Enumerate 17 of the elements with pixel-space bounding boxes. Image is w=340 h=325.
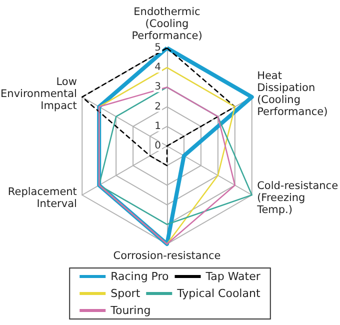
spoke-label: Endothermic (Cooling Performance) — [132, 6, 202, 42]
y-tick-label: 5 — [154, 42, 161, 54]
y-tick-label: 4 — [154, 62, 161, 74]
y-tick-label: 2 — [154, 101, 161, 112]
legend-label: Racing Pro — [110, 270, 170, 283]
legend-label: Sport — [110, 287, 141, 300]
spoke-label: Cold-resistance (Freezing Temp.) — [256, 180, 338, 216]
legend-label: Tap Water — [204, 270, 261, 283]
y-tick-label: 1 — [154, 120, 161, 132]
spoke-label: Low Environmental Impact — [0, 76, 78, 112]
y-tick-label: 3 — [154, 82, 161, 93]
spoke-label: Heat Dissipation (Cooling Performance) — [257, 70, 328, 118]
legend-label: Touring — [110, 304, 151, 317]
y-tick-label: 0 — [154, 140, 161, 152]
spoke-label: Corrosion-resistance — [113, 250, 221, 262]
legend-label: Typical Coolant — [176, 287, 261, 300]
spoke-label: Replacement Interval — [8, 186, 77, 210]
